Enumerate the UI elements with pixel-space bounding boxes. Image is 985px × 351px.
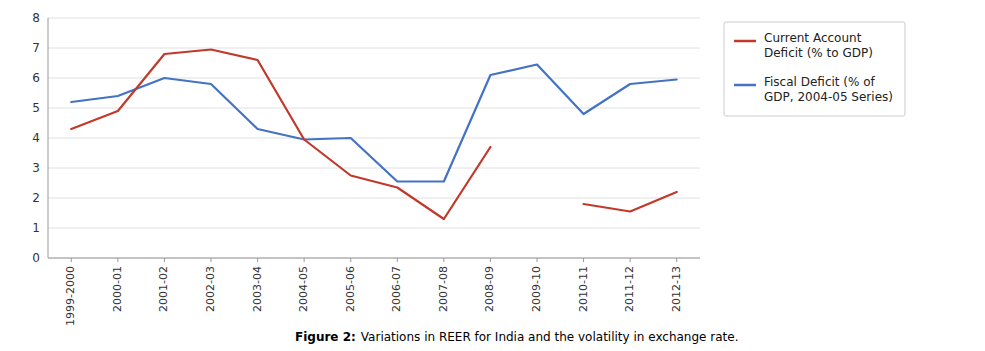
x-tick-label: 2003-04 — [251, 266, 264, 312]
caption: Variations in REER for India and the vol… — [361, 330, 739, 344]
x-tick — [164, 258, 165, 262]
x-tick — [350, 258, 351, 262]
legend-entry-line: GDP, 2004-05 Series) — [764, 90, 893, 104]
y-tick-label: 1 — [32, 221, 40, 235]
grid-line — [48, 48, 700, 49]
chart: 0 1 2 3 4 5 6 7 8 1999-2000 2000-01 2001-02 2002-03 2… — [0, 0, 985, 351]
x-tick-label: 2012-13 — [670, 266, 683, 312]
y-axis — [48, 18, 49, 258]
x-tick — [583, 258, 584, 262]
x-tick-label: 2005-06 — [344, 266, 357, 312]
x-tick-label: 2008-09 — [483, 266, 496, 312]
legend-entry-line: Fiscal Deficit (% of — [764, 75, 876, 89]
x-tick — [117, 258, 118, 262]
x-tick — [443, 258, 444, 262]
grid-line — [48, 198, 700, 199]
grid-line — [48, 138, 700, 139]
series-line — [71, 65, 676, 182]
x-tick-label: 2004-05 — [297, 266, 310, 312]
x-tick-label: 2007-08 — [437, 266, 450, 312]
x-tick — [211, 258, 212, 262]
legend-entry: Fiscal Deficit (% ofGDP, 2004-05 Series) — [764, 75, 893, 104]
grid-line — [48, 228, 700, 229]
grid-line — [48, 18, 700, 19]
legend-frame — [724, 22, 905, 116]
x-tick — [676, 258, 677, 262]
x-tick-label: 2002-03 — [204, 266, 217, 312]
x-tick-label: 2001-02 — [157, 266, 170, 312]
series-line — [71, 50, 676, 220]
x-axis — [48, 258, 700, 259]
lines — [71, 50, 676, 220]
legend: Current AccountDeficit (% to GDP) Fiscal … — [724, 22, 905, 116]
legend-entry-line: Deficit (% to GDP) — [764, 46, 873, 60]
legend-entry-line: Current Account — [764, 31, 862, 45]
legend-swatch — [734, 40, 756, 43]
x-tick — [397, 258, 398, 262]
y-tick-label: 4 — [32, 131, 40, 145]
grid-line — [48, 108, 700, 109]
grid — [48, 18, 700, 258]
x-tick-label: 2010-11 — [577, 266, 590, 312]
grid-line — [48, 168, 700, 169]
x-tick — [257, 258, 258, 262]
x-tick-label: 1999-2000 — [64, 266, 77, 326]
x-tick-label: 2000-01 — [111, 266, 124, 312]
x-tick — [537, 258, 538, 262]
grid-line — [48, 258, 700, 259]
caption: Figure 2: — [295, 330, 356, 344]
y-tick-label: 8 — [32, 11, 40, 25]
x-tick — [490, 258, 491, 262]
y-tick-label: 0 — [32, 251, 40, 265]
x-tick — [630, 258, 631, 262]
y-tick-label: 5 — [32, 101, 40, 115]
y-tick-label: 3 — [32, 161, 40, 175]
x-tick-label: 2006-07 — [390, 266, 403, 312]
y-tick-label: 6 — [32, 71, 40, 85]
x-tick-label: 2011-12 — [623, 266, 636, 312]
legend-entry: Current AccountDeficit (% to GDP) — [764, 31, 873, 60]
x-tick — [71, 258, 72, 262]
y-tick-label: 2 — [32, 191, 40, 205]
y-tick-label: 7 — [32, 41, 40, 55]
x-tick — [304, 258, 305, 262]
x-tick-label: 2009-10 — [530, 266, 543, 312]
legend-swatch — [734, 84, 756, 87]
